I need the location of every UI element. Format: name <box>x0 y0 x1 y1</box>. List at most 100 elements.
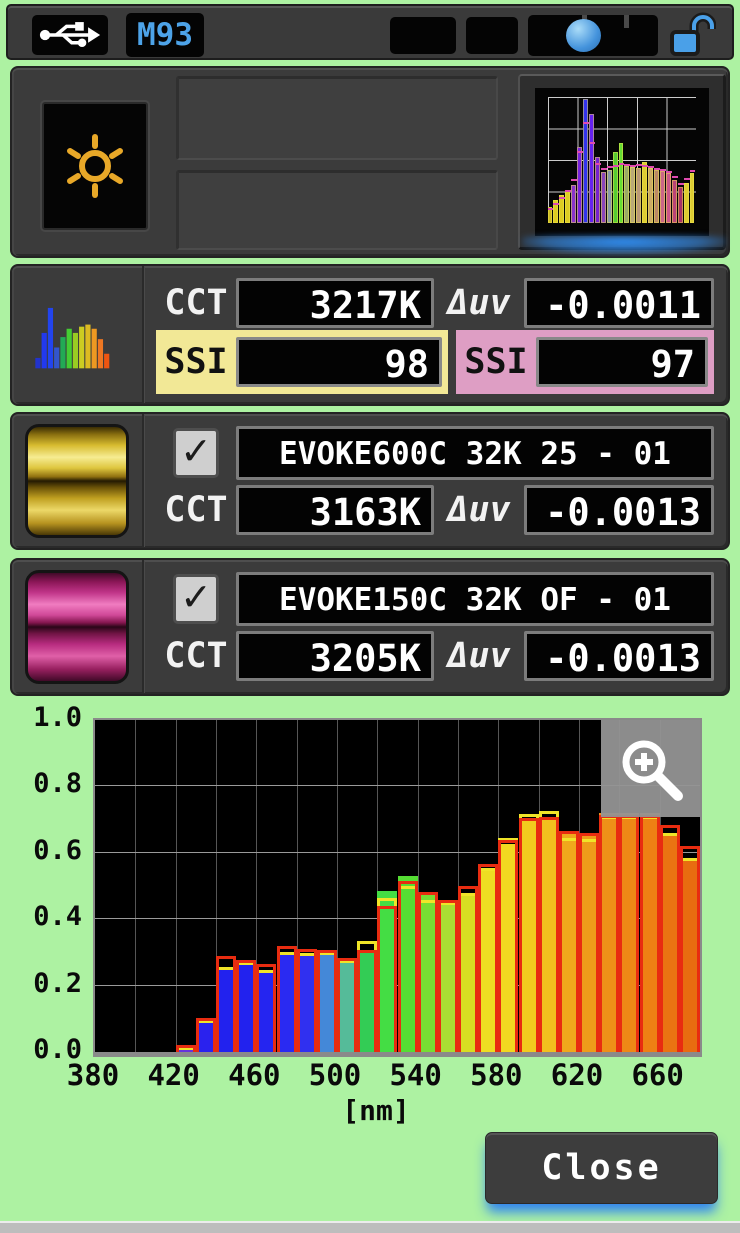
ref-red-outline-470 <box>276 946 297 1052</box>
ssi-chip-pink: SSI 97 <box>456 330 714 394</box>
spectrum-thumbnail[interactable] <box>518 74 726 250</box>
ref-red-outline-620 <box>579 832 600 1052</box>
ref-red-outline-490 <box>316 950 337 1052</box>
x-tick-420: 420 <box>147 1058 200 1092</box>
thumbnail-outline-segment <box>659 168 666 171</box>
lamp2-name-row: EVOKE150C 32K OF - 01 <box>156 570 714 627</box>
empty-field-1 <box>176 76 498 160</box>
spectrum-bar-510 <box>357 951 378 1052</box>
ref-red-outline-430 <box>195 1017 216 1052</box>
cct-label: CCT <box>164 283 228 323</box>
zoom-in-button[interactable] <box>601 720 700 817</box>
battery-level-dot <box>566 19 601 52</box>
x-tick-580: 580 <box>470 1058 523 1092</box>
thumbnail-bar <box>677 187 683 223</box>
y-tick-1.0: 1.0 <box>33 702 82 733</box>
ref-red-outline-650 <box>639 814 660 1052</box>
ssi-value-2: 97 <box>536 337 708 387</box>
cct-value: 3217K <box>236 278 434 328</box>
spectrum-bar-570 <box>478 869 499 1052</box>
y-tick-0.6: 0.6 <box>33 834 82 866</box>
thumbnail-plot <box>547 96 696 223</box>
ref-red-outline-540 <box>417 891 438 1052</box>
x-tick-620: 620 <box>550 1058 604 1092</box>
ref-red-outline-670 <box>679 846 700 1052</box>
memory-slot-badge[interactable]: M93 <box>126 13 204 57</box>
x-tick-500: 500 <box>308 1058 362 1092</box>
lamp2-cct-value: 3205K <box>236 630 434 681</box>
spectrum-chart <box>93 718 702 1057</box>
thumbnail-bar <box>636 168 642 223</box>
duv-label: Δuv <box>447 283 511 323</box>
spectrum-bar-430 <box>195 1020 216 1052</box>
ref-red-outline-580 <box>498 840 519 1052</box>
lamp2-panel: EVOKE150C 32K OF - 01 CCT 3205K Δuv -0.0… <box>10 558 730 696</box>
ref-red-outline-560 <box>458 886 479 1052</box>
light-source-icon-box[interactable] <box>42 102 148 230</box>
thumbnail-bar <box>553 199 559 223</box>
grid-line-vertical <box>417 720 419 1052</box>
spectrum-bar-640 <box>619 812 640 1052</box>
thumbnail-outline-segment <box>671 176 678 179</box>
ref-red-outline-630 <box>599 814 620 1052</box>
thumbnail-outline-segment <box>606 166 613 169</box>
spectrum-bar-580 <box>498 843 519 1052</box>
spectrum-bar-560 <box>458 894 479 1052</box>
spectrum-bar-620 <box>579 833 600 1052</box>
grid-line-horizontal <box>95 851 700 853</box>
status-box-2 <box>466 17 518 54</box>
unlock-icon[interactable] <box>668 12 717 60</box>
thumbnail-bar <box>600 172 606 223</box>
thumbnail-bar <box>565 189 571 223</box>
thumbnail-outline-segment <box>577 151 583 154</box>
thumbnail-outline-segment <box>630 165 637 168</box>
x-tick-380: 380 <box>66 1058 120 1092</box>
lamp1-checkbox[interactable] <box>173 427 219 478</box>
spectrum-bar-450 <box>236 963 257 1052</box>
spectrum-bar-490 <box>316 954 337 1052</box>
ref-red-outline-510 <box>357 950 378 1052</box>
lamp2-name: EVOKE150C 32K OF - 01 <box>236 571 714 626</box>
lamp2-duv-value: -0.0013 <box>524 630 714 681</box>
x-tick-460: 460 <box>228 1058 281 1092</box>
ref-red-outline-610 <box>558 831 579 1052</box>
lamp1-duv-label: Δuv <box>447 489 511 530</box>
grid-line-vertical <box>175 720 177 1052</box>
thumbnail-bar <box>659 170 665 223</box>
thumbnail-outline-segment <box>618 162 625 165</box>
memory-slot-label: M93 <box>137 17 193 53</box>
spectrum-bar-470 <box>276 953 297 1052</box>
thumbnail-bar <box>671 179 677 223</box>
ssi-chip-yellow: SSI 98 <box>156 330 448 394</box>
thumbnail-outline-segment <box>677 182 684 185</box>
thumbnail-bar <box>642 162 648 223</box>
usb-icon <box>32 15 108 55</box>
ref-red-outline-420 <box>175 1045 196 1052</box>
thumbnail-bar <box>547 207 553 223</box>
lamp2-checkbox[interactable] <box>173 573 219 624</box>
spectrum-bar-500 <box>337 961 358 1052</box>
spectrum-bar-440 <box>216 969 237 1052</box>
measurement-icon-col <box>12 266 144 404</box>
close-button[interactable]: Close <box>485 1132 718 1204</box>
gold-cylinder-icon <box>25 424 129 538</box>
thumbnail-bar <box>594 156 600 223</box>
thumbnail-bar <box>648 168 654 223</box>
ref-red-outline-440 <box>216 955 237 1052</box>
grid-line-vertical <box>296 720 298 1052</box>
grid-line-vertical <box>377 720 379 1052</box>
lamp2-cct-label: CCT <box>164 635 228 676</box>
duv-value: -0.0011 <box>524 278 714 328</box>
thumbnail-outline-segment <box>612 165 619 168</box>
ref-red-outline-530 <box>397 881 418 1052</box>
x-tick-540: 540 <box>389 1058 442 1092</box>
lamp2-duv-label: Δuv <box>447 635 511 676</box>
ref-red-outline-600 <box>538 816 559 1052</box>
spd-icon <box>35 307 110 369</box>
measurement-panel: CCT 3217K Δuv -0.0011 SSI 98 SSI 97 <box>10 264 730 406</box>
sun-icon <box>67 134 123 198</box>
ref-red-outline-660 <box>659 824 680 1052</box>
grid-line-horizontal <box>95 785 700 787</box>
pink-cylinder-icon <box>25 570 129 684</box>
y-tick-0.4: 0.4 <box>33 901 82 933</box>
